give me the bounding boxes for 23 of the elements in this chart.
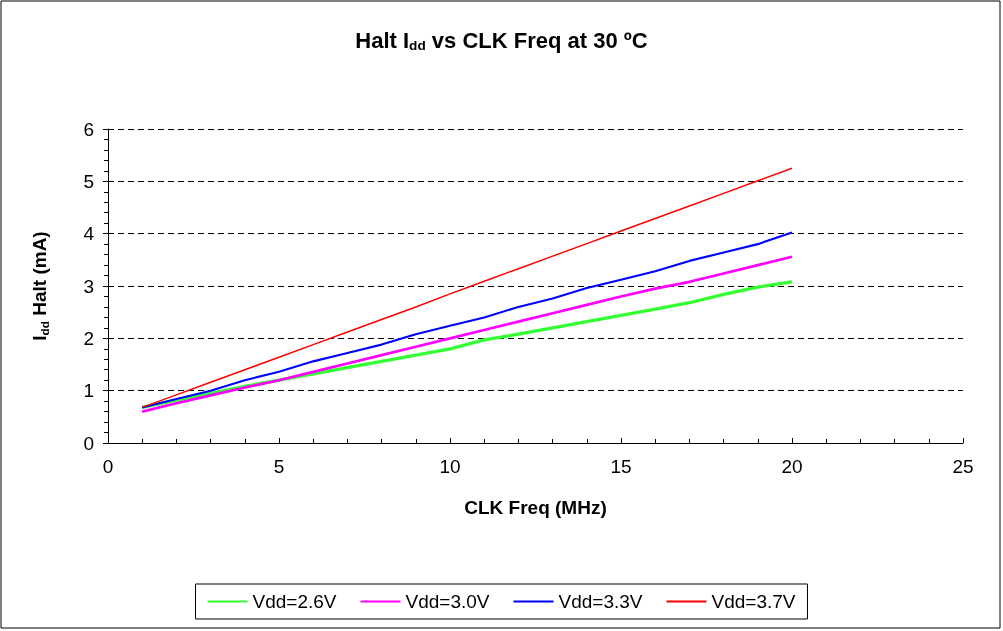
y-tick-label: 0 bbox=[83, 432, 94, 454]
y-tick-label: 1 bbox=[83, 380, 94, 402]
y-tick-label: 4 bbox=[83, 223, 95, 245]
y-tick-label: 6 bbox=[83, 118, 94, 140]
line-series bbox=[141, 231, 794, 409]
y-tick-label: 3 bbox=[83, 275, 94, 297]
x-tick-label: 15 bbox=[610, 456, 632, 477]
line-series bbox=[141, 167, 793, 409]
y-axis-title: Idd Halt (mA) bbox=[29, 231, 51, 341]
x-axis-title: CLK Freq (MHz) bbox=[464, 497, 607, 518]
x-tick-label: 10 bbox=[439, 456, 461, 477]
legend-label: Vdd=2.6V bbox=[252, 591, 337, 612]
line-series bbox=[140, 255, 794, 413]
y-tick-label: 5 bbox=[83, 170, 94, 192]
x-tick-label: 5 bbox=[273, 456, 285, 477]
legend-label: Vdd=3.7V bbox=[711, 591, 796, 612]
chart-title: Halt Idd vs CLK Freq at 30 ºC bbox=[355, 28, 648, 54]
y-tick-label: 2 bbox=[83, 327, 94, 349]
x-tick-label: 20 bbox=[781, 456, 803, 477]
legend-label: Vdd=3.0V bbox=[405, 591, 490, 612]
x-tick-label: 0 bbox=[102, 456, 114, 477]
legend-label: Vdd=3.3V bbox=[558, 591, 643, 612]
x-tick-label: 25 bbox=[952, 456, 974, 477]
